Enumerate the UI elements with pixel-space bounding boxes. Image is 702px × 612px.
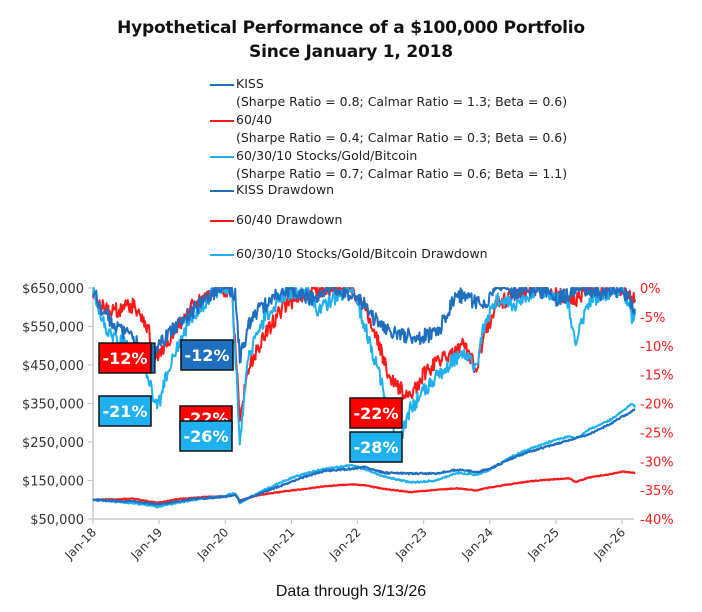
drawdown-annotation: -12% <box>98 342 152 374</box>
legend-label: 60/40 Drawdown <box>236 212 343 227</box>
legend-swatch <box>210 84 234 86</box>
annotation-box <box>98 395 152 427</box>
y-left-tick-label: $150,000 <box>22 475 84 490</box>
y-left-tick-label: $650,000 <box>22 282 84 297</box>
kiss-drawdown-line <box>92 287 637 364</box>
drawdown-series <box>92 287 637 458</box>
y-right-tick-label: -25% <box>640 426 674 441</box>
annotation-box <box>349 431 403 463</box>
value-series <box>92 403 637 509</box>
annotation-label: -21% <box>103 402 148 421</box>
y-left-tick-label: $450,000 <box>22 359 84 374</box>
60-40-line <box>92 470 636 505</box>
y-right-tick-label: -15% <box>640 369 674 384</box>
drawdown-annotation: -28% <box>349 431 403 463</box>
legend-label: KISS <box>236 76 264 91</box>
x-tick-label: Jan-24 <box>458 525 496 563</box>
legend-sublabel: (Sharpe Ratio = 0.4; Calmar Ratio = 0.3;… <box>236 130 568 145</box>
annotation-box <box>349 397 403 429</box>
x-tick-label: Jan-19 <box>128 525 166 563</box>
x-tick-label: Jan-21 <box>260 525 298 563</box>
x-tick-label: Jan-20 <box>194 525 232 563</box>
drawdown-annotation: -26% <box>179 420 233 452</box>
y-right-tick-label: -35% <box>640 484 674 499</box>
drawdown-annotation: -22% <box>349 397 403 429</box>
y-left-tick-label: $550,000 <box>22 321 84 336</box>
annotation-label: -22% <box>354 404 399 423</box>
legend-swatch <box>210 190 234 192</box>
drawdown-annotation: -12% <box>180 339 234 371</box>
annotations: -12% -12%-21% -22%-26%-22%-28% <box>98 339 403 463</box>
annotation-box <box>179 420 233 452</box>
legend-label: KISS Drawdown <box>236 182 335 197</box>
data-through-note: Data through 3/13/26 <box>275 583 427 600</box>
x-tick-label: Jan-22 <box>326 525 364 563</box>
legend-sublabel: (Sharpe Ratio = 0.7; Calmar Ratio = 0.6;… <box>236 166 568 181</box>
annotation-box <box>180 339 234 371</box>
legend-swatch <box>210 156 234 158</box>
y-left-tick-label: $50,000 <box>30 513 84 528</box>
legend-swatch <box>210 220 234 222</box>
legend-sublabel: (Sharpe Ratio = 0.8; Calmar Ratio = 1.3;… <box>236 94 568 109</box>
y-right-tick-label: -5% <box>640 311 665 326</box>
y-right-tick-label: -20% <box>640 398 674 413</box>
y-right-tick-label: -30% <box>640 455 674 470</box>
legend-label: 60/40 <box>236 112 273 127</box>
y-right-tick-label: -40% <box>640 513 674 528</box>
legend-label: 60/30/10 Stocks/Gold/Bitcoin <box>236 148 418 163</box>
legend-swatch <box>210 254 234 256</box>
y-left-tick-label: $350,000 <box>22 398 84 413</box>
annotation-box <box>98 342 152 374</box>
kiss-line <box>92 408 636 506</box>
x-tick-label: Jan-26 <box>591 525 629 563</box>
annotation-label: -12% <box>185 346 230 365</box>
legend-label: 60/30/10 Stocks/Gold/Bitcoin Drawdown <box>236 246 488 261</box>
legend-swatch <box>210 120 234 122</box>
x-tick-label: Jan-25 <box>524 525 562 563</box>
chart-title-line1: Hypothetical Performance of a $100,000 P… <box>117 18 585 38</box>
chart-title-line2: Since January 1, 2018 <box>249 42 453 62</box>
x-tick-label: Jan-18 <box>62 525 100 563</box>
annotation-label: -28% <box>354 438 399 457</box>
drawdown-annotation: -21% <box>98 395 152 427</box>
y-right-tick-label: -10% <box>640 340 674 355</box>
annotation-label: -12% <box>103 349 148 368</box>
x-tick-label: Jan-23 <box>392 525 430 563</box>
y-right-tick-label: 0% <box>640 282 661 297</box>
y-left-tick-label: $250,000 <box>22 436 84 451</box>
annotation-label: -26% <box>184 427 229 446</box>
60-30-10-stocks-gold-bitcoin-line <box>92 403 637 509</box>
